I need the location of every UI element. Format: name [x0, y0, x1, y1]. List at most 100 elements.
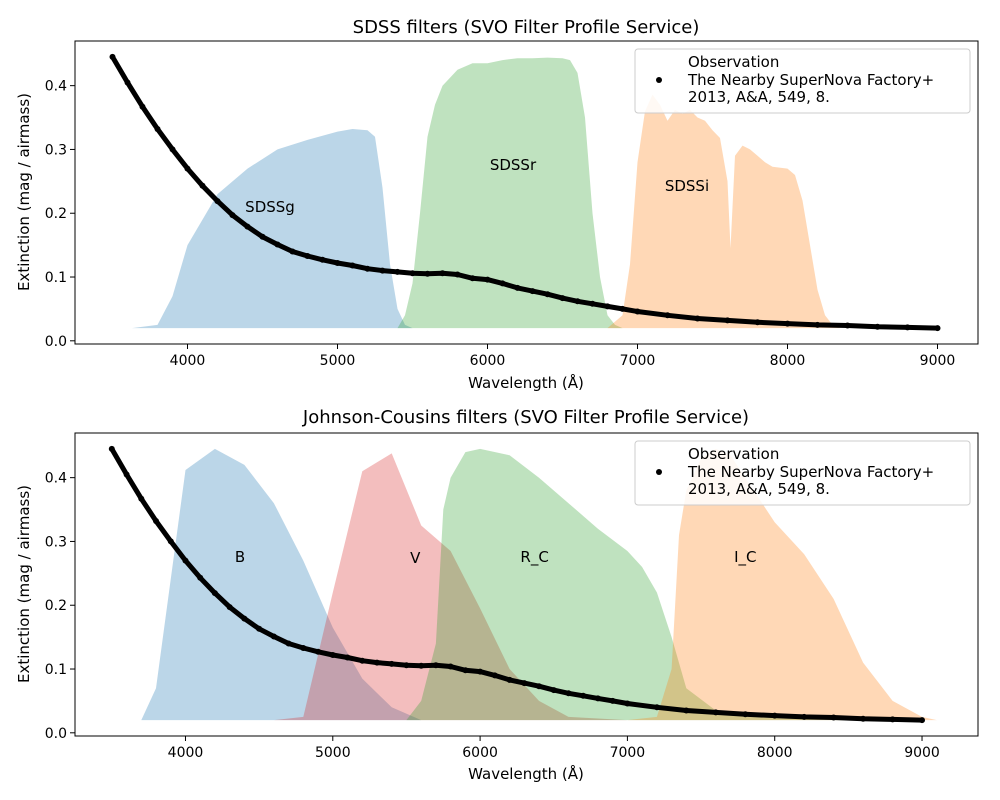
- observation-point: [138, 495, 145, 502]
- observation-point: [300, 645, 307, 651]
- observation-point: [344, 654, 351, 661]
- observation-point: [860, 715, 867, 722]
- observation-point: [359, 657, 366, 664]
- observation-point: [624, 700, 631, 707]
- observation-point: [550, 687, 557, 694]
- observation-point: [544, 291, 551, 298]
- legend: Observation The Nearby SuperNova Factory…: [634, 440, 971, 506]
- band-label-layer: SDSSg SDSSr SDSSi: [245, 156, 709, 216]
- observation-point: [403, 662, 410, 669]
- sdss-panel: SDSS filters (SVO Filter Profile Service…: [15, 17, 979, 392]
- observation-point: [506, 676, 513, 683]
- observation-point: [634, 308, 641, 315]
- johnson-cousins-panel: Johnson-Cousins filters (SVO Filter Prof…: [15, 407, 979, 783]
- legend-entry-line-2: 2013, A&A, 549, 8.: [688, 480, 830, 498]
- band-b-area: [141, 448, 422, 721]
- observation-point: [123, 471, 130, 478]
- plot-frame: [74, 40, 979, 345]
- observation-point: [619, 305, 626, 312]
- x-tick-label: 9000: [920, 353, 956, 369]
- observation-point: [499, 280, 506, 287]
- x-tick-label: 5000: [320, 353, 356, 369]
- observation-point: [388, 660, 395, 667]
- band-label-b: B: [235, 548, 245, 566]
- observation-point: [154, 126, 161, 132]
- chart-title: SDSS filters (SVO Filter Profile Service…: [353, 17, 700, 38]
- observation-point: [801, 713, 808, 720]
- observation-point: [109, 53, 116, 60]
- legend-frame: [634, 440, 971, 506]
- observation-point: [211, 590, 218, 597]
- observation-point: [182, 557, 189, 564]
- y-tick-label: 0.0: [45, 726, 67, 742]
- y-axis-ticks: 0.0 0.1 0.2 0.3 0.4: [45, 79, 75, 350]
- observation-point: [289, 248, 296, 255]
- observation-point: [214, 198, 221, 205]
- observation-point: [108, 445, 115, 452]
- observation-point: [724, 317, 731, 324]
- observation-point: [484, 276, 491, 283]
- band-i-c-area: [627, 448, 937, 721]
- observation-point: [447, 663, 454, 670]
- x-tick-label: 6000: [470, 353, 506, 369]
- x-axis-ticks: 4000 5000 6000 7000 8000 9000: [168, 736, 940, 761]
- observation-point: [259, 233, 266, 240]
- observation-point: [874, 323, 881, 330]
- y-tick-label: 0.2: [45, 598, 67, 614]
- observation-point: [197, 574, 204, 581]
- observation-point: [329, 652, 336, 658]
- x-tick-label: 5000: [315, 745, 351, 761]
- observation-point: [270, 633, 277, 640]
- x-tick-label: 4000: [170, 353, 206, 369]
- observation-point: [167, 538, 174, 545]
- observation-point: [274, 241, 281, 248]
- band-label-i-c: I_C: [734, 548, 756, 567]
- observation-point: [226, 604, 233, 611]
- y-tick-label: 0.1: [45, 270, 67, 286]
- observation-point: [754, 319, 761, 326]
- y-tick-label: 0.4: [45, 471, 67, 487]
- legend: Observation The Nearby SuperNova Factory…: [634, 48, 971, 114]
- x-tick-label: 9000: [904, 745, 940, 761]
- x-axis-label: Wavelength (Å): [468, 764, 584, 783]
- observation-point: [374, 659, 380, 666]
- x-tick-label: 6000: [462, 745, 498, 761]
- y-tick-label: 0.4: [45, 79, 67, 95]
- observation-point: [229, 212, 236, 219]
- observation-point: [364, 265, 371, 272]
- observation-point: [594, 695, 601, 702]
- observation-line: [109, 446, 925, 723]
- observation-point: [529, 288, 536, 295]
- band-sdssg-area: [132, 129, 413, 329]
- observation-point: [574, 298, 581, 305]
- observation-point: [349, 262, 356, 269]
- observation-point: [604, 303, 611, 310]
- y-tick-label: 0.2: [45, 206, 67, 222]
- observation-point: [477, 668, 484, 675]
- observation-point: [241, 615, 248, 622]
- band-label-v: V: [410, 549, 421, 567]
- observation-point: [565, 690, 572, 697]
- observation-point: [521, 680, 528, 687]
- observation-point: [379, 267, 386, 274]
- x-axis-ticks: 4000 5000 6000 7000 8000 9000: [170, 344, 956, 369]
- band-label-r-c: R_C: [520, 548, 548, 567]
- observation-point: [694, 315, 701, 322]
- observation-point: [462, 667, 469, 674]
- observation-point: [256, 625, 263, 632]
- band-sdssr-area: [397, 57, 623, 329]
- y-axis-label: Extinction (mag / airmass): [15, 485, 33, 683]
- observation-point: [844, 322, 851, 329]
- observation-line: [110, 54, 940, 331]
- observation-point: [653, 704, 660, 711]
- x-axis-label: Wavelength (Å): [468, 373, 584, 392]
- observation-point: [830, 714, 837, 721]
- observation-point: [409, 270, 416, 277]
- legend-entry-line-1: The Nearby SuperNova Factory+: [687, 463, 934, 481]
- observation-point: [664, 312, 671, 319]
- observation-point: [683, 707, 690, 714]
- observation-point: [580, 692, 587, 699]
- observation-point: [784, 320, 791, 327]
- y-axis-label: Extinction (mag / airmass): [15, 93, 33, 291]
